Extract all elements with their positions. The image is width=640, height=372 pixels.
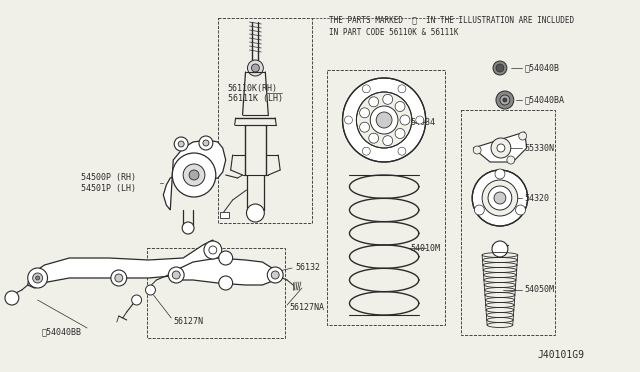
Circle shape [371, 106, 398, 134]
Circle shape [271, 271, 279, 279]
Text: 54500P (RH): 54500P (RH) [81, 173, 136, 182]
Circle shape [496, 64, 504, 72]
Circle shape [28, 268, 47, 288]
Circle shape [497, 144, 505, 152]
Circle shape [356, 92, 412, 148]
Circle shape [496, 91, 514, 109]
Text: 54010M: 54010M [411, 244, 441, 253]
Circle shape [398, 85, 406, 93]
Polygon shape [176, 258, 275, 285]
Polygon shape [163, 140, 226, 210]
Circle shape [248, 60, 263, 76]
Circle shape [492, 241, 508, 257]
Circle shape [172, 271, 180, 279]
Circle shape [507, 156, 515, 164]
Circle shape [474, 205, 484, 215]
Circle shape [246, 204, 264, 222]
Circle shape [172, 153, 216, 197]
Circle shape [473, 146, 481, 154]
Circle shape [204, 241, 221, 259]
Circle shape [503, 98, 507, 102]
Polygon shape [28, 240, 216, 288]
Circle shape [183, 164, 205, 186]
Circle shape [516, 205, 525, 215]
Text: 54050M: 54050M [525, 285, 555, 295]
Circle shape [182, 222, 194, 234]
Circle shape [472, 170, 527, 226]
Text: 55330N: 55330N [525, 144, 555, 153]
Text: 56132: 56132 [295, 263, 320, 273]
Bar [218, 18, 312, 223]
Circle shape [369, 133, 379, 143]
Bar [147, 248, 285, 338]
Text: 54501P (LH): 54501P (LH) [81, 183, 136, 192]
Circle shape [493, 61, 507, 75]
Circle shape [36, 276, 40, 280]
Circle shape [488, 186, 512, 210]
Circle shape [369, 97, 379, 107]
Circle shape [519, 132, 527, 140]
Text: 56127NA: 56127NA [289, 304, 324, 312]
Circle shape [376, 112, 392, 128]
Circle shape [360, 108, 369, 118]
Circle shape [383, 94, 393, 104]
Circle shape [252, 64, 259, 72]
Circle shape [111, 270, 127, 286]
Circle shape [491, 138, 511, 158]
Circle shape [203, 140, 209, 146]
Text: 54034: 54034 [411, 118, 436, 126]
Circle shape [500, 95, 510, 105]
Circle shape [416, 116, 424, 124]
Circle shape [268, 267, 283, 283]
Text: 56111K (LH): 56111K (LH) [228, 93, 283, 103]
Bar [326, 70, 445, 325]
Bar [220, 212, 228, 218]
Circle shape [383, 136, 393, 146]
Text: ※54040BA: ※54040BA [525, 96, 564, 105]
Circle shape [178, 141, 184, 147]
Circle shape [395, 128, 405, 138]
Circle shape [219, 251, 233, 265]
Circle shape [174, 137, 188, 151]
Circle shape [132, 295, 141, 305]
Circle shape [5, 291, 19, 305]
Text: IN PART CODE 56110K & 56111K: IN PART CODE 56110K & 56111K [329, 28, 458, 36]
Circle shape [342, 78, 426, 162]
Circle shape [398, 147, 406, 155]
Circle shape [219, 276, 233, 290]
Circle shape [33, 273, 43, 283]
Circle shape [360, 122, 369, 132]
Text: ※54040B: ※54040B [525, 64, 559, 73]
Circle shape [495, 169, 505, 179]
Circle shape [362, 85, 371, 93]
Circle shape [168, 267, 184, 283]
Circle shape [344, 116, 353, 124]
Text: ※54040BB: ※54040BB [42, 327, 81, 337]
Circle shape [400, 115, 410, 125]
Circle shape [362, 147, 371, 155]
Text: 54320: 54320 [525, 193, 550, 202]
Text: J40101G9: J40101G9 [537, 350, 584, 360]
Circle shape [145, 285, 156, 295]
Text: 56127N: 56127N [173, 317, 204, 327]
Text: THE PARTS MARKED  ※  IN THE ILLUSTRATION ARE INCLUDED: THE PARTS MARKED ※ IN THE ILLUSTRATION A… [329, 16, 574, 25]
Bar [461, 110, 556, 335]
Circle shape [189, 170, 199, 180]
Circle shape [395, 102, 405, 112]
Circle shape [482, 180, 518, 216]
Circle shape [115, 274, 123, 282]
Circle shape [494, 192, 506, 204]
Polygon shape [473, 132, 527, 162]
Circle shape [199, 136, 213, 150]
Text: 56110K(RH): 56110K(RH) [228, 83, 278, 93]
